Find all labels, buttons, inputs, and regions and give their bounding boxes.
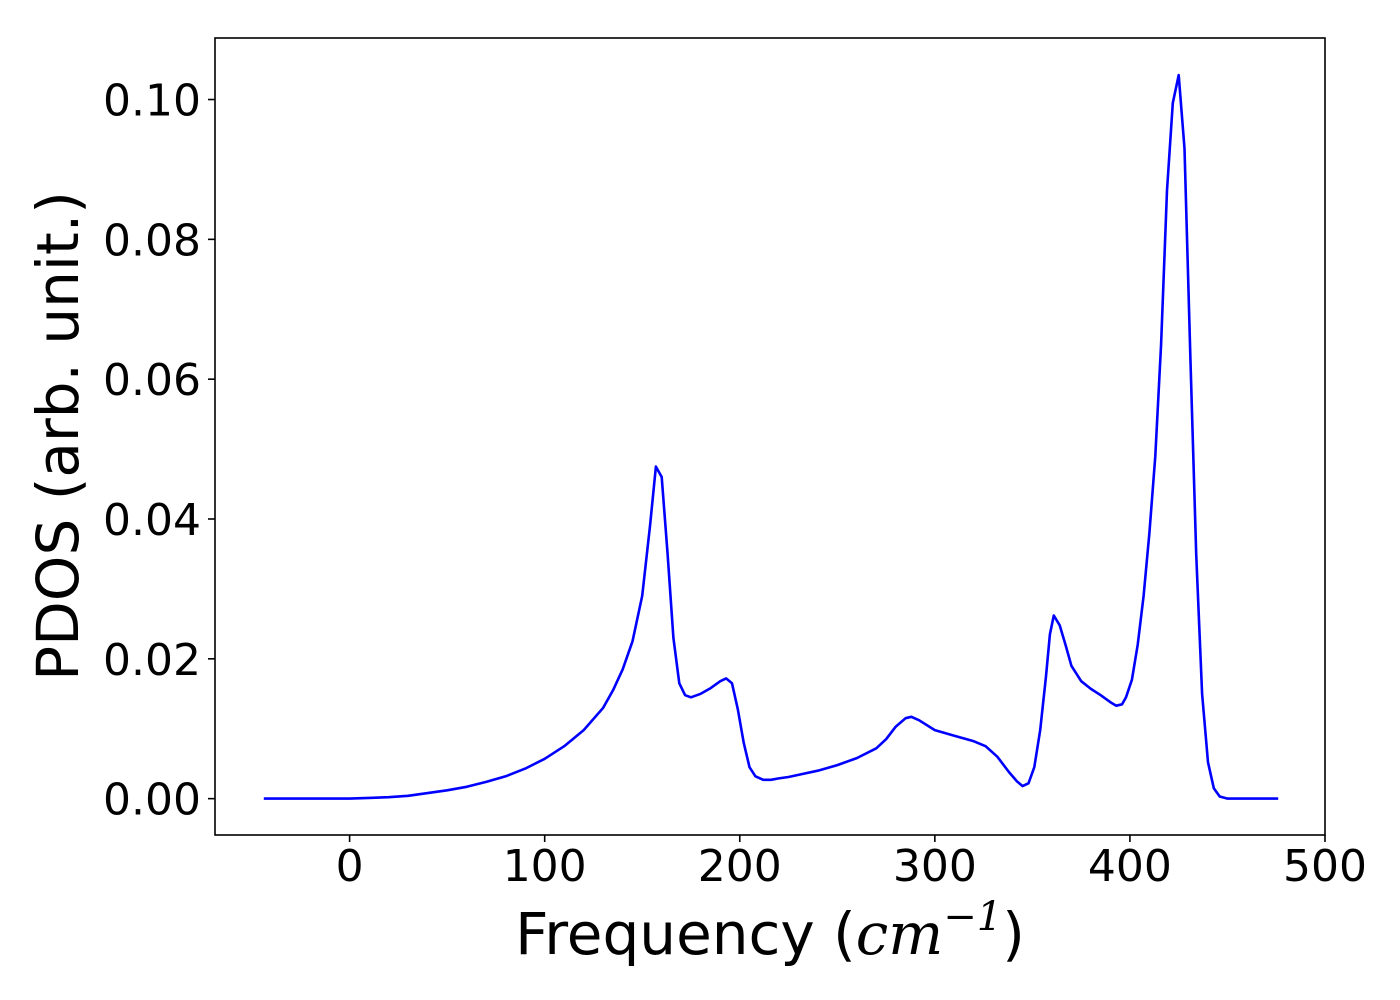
y-tick-label: 0.06 [103,355,201,406]
x-tick-label: 200 [698,841,782,892]
x-tick-label: 500 [1283,841,1367,892]
y-tick-label: 0.10 [103,76,201,127]
x-tick-label: 100 [503,841,587,892]
x-tick-label: 400 [1088,841,1172,892]
x-axis-label: Frequency (cm−1) [515,894,1025,968]
y-tick-label: 0.00 [103,775,201,826]
plot-frame [214,37,1326,836]
y-axis: 0.00 0.02 0.04 0.06 0.08 0.10 [103,76,215,826]
x-tick-label: 0 [336,841,364,892]
y-tick-label: 0.04 [103,495,201,546]
y-tick-label: 0.02 [103,635,201,686]
y-axis-label: PDOS (arb. unit.) [24,191,92,681]
series-line-0 [263,73,1279,800]
plot-area [263,73,1279,800]
x-tick-label: 300 [893,841,977,892]
y-tick-label: 0.08 [103,215,201,266]
x-axis: 0 100 200 300 400 500 [336,835,1367,892]
